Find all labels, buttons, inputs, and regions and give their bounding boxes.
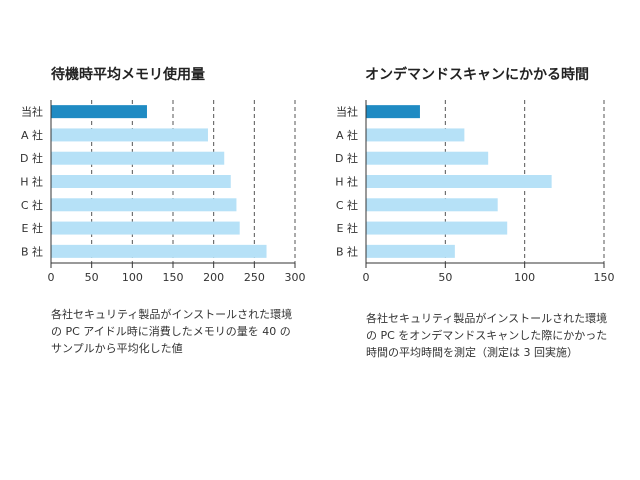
memory-chart-xtick-label: 200 — [203, 271, 224, 284]
memory-chart-title: 待機時平均メモリ使用量 — [51, 67, 205, 83]
memory-chart-caption: 各社セキュリティ製品がインストールされた環境 の PC アイドル時に消費したメモ… — [51, 308, 293, 355]
scan-time-chart-xtick-label: 0 — [363, 271, 370, 284]
memory-chart-bar — [51, 198, 237, 212]
memory-chart-xtick-label: 50 — [85, 271, 99, 284]
scan-time-chart-category-label: D 社 — [335, 151, 358, 165]
memory-chart-category-label: C 社 — [21, 198, 43, 212]
scan-time-chart-bar — [366, 244, 455, 258]
scan-time-chart-bar — [366, 221, 508, 235]
scan-time-chart-category-label: A 社 — [336, 128, 358, 142]
scan-time-chart-bar — [366, 175, 552, 188]
scan-time-chart-bar — [366, 128, 465, 142]
memory-chart-bar — [51, 128, 208, 142]
scan-time-chart-xtick-label: 50 — [438, 271, 452, 284]
memory-chart-bar — [51, 175, 231, 188]
scan-time-chart-category-label: B 社 — [336, 244, 358, 258]
memory-chart-category-label: A 社 — [21, 128, 43, 142]
memory-chart-bar — [51, 105, 147, 119]
scan-time-chart-caption: 各社セキュリティ製品がインストールされた環境 の PC をオンデマンドスキャンし… — [366, 312, 608, 359]
scan-time-chart-bar — [366, 105, 420, 119]
scan-time-chart-category-label: H 社 — [335, 175, 358, 189]
memory-chart-bar — [51, 151, 225, 165]
memory-chart-category-label: E 社 — [22, 221, 43, 235]
memory-chart-xtick-label: 100 — [122, 271, 143, 284]
scan-time-chart-category-label: C 社 — [336, 198, 358, 212]
scan-time-chart-category-label: 当社 — [336, 105, 358, 119]
memory-chart-category-label: 当社 — [21, 105, 43, 119]
memory-chart-xtick-label: 0 — [48, 271, 55, 284]
memory-chart-category-label: H 社 — [20, 175, 43, 189]
memory-chart-category-label: D 社 — [20, 151, 43, 165]
scan-time-chart-xtick-label: 100 — [514, 271, 535, 284]
memory-chart-xtick-label: 250 — [244, 271, 265, 284]
scan-time-chart-bar — [366, 198, 498, 212]
scan-time-chart-category-label: E 社 — [337, 221, 358, 235]
memory-chart-category-label: B 社 — [21, 244, 43, 258]
scan-time-chart: 0 50 100 150 当社 A 社 D 社 H 社 C 社 E 社 B 社 — [335, 100, 615, 284]
memory-chart-bar — [51, 244, 267, 258]
memory-chart: 0 50 100 150 200 250 300 当社 A 社 D 社 H 社 C 社 E 社 B 社 — [20, 100, 306, 284]
memory-chart-bar — [51, 221, 240, 235]
memory-chart-panel: 待機時平均メモリ使用量 0 50 100 150 200 250 300 当社 A 社 D 社 H … — [20, 67, 306, 355]
memory-chart-xtick-label: 300 — [285, 271, 306, 284]
memory-chart-xtick-label: 150 — [163, 271, 184, 284]
scan-time-chart-xtick-label: 150 — [594, 271, 615, 284]
scan-time-chart-bar — [366, 151, 489, 165]
scan-time-chart-title: オンデマンドスキャンにかかる時間 — [365, 67, 589, 83]
scan-time-chart-panel: オンデマンドスキャンにかかる時間 0 50 100 150 当社 A 社 D 社 H 社 C 社… — [320, 0, 640, 480]
